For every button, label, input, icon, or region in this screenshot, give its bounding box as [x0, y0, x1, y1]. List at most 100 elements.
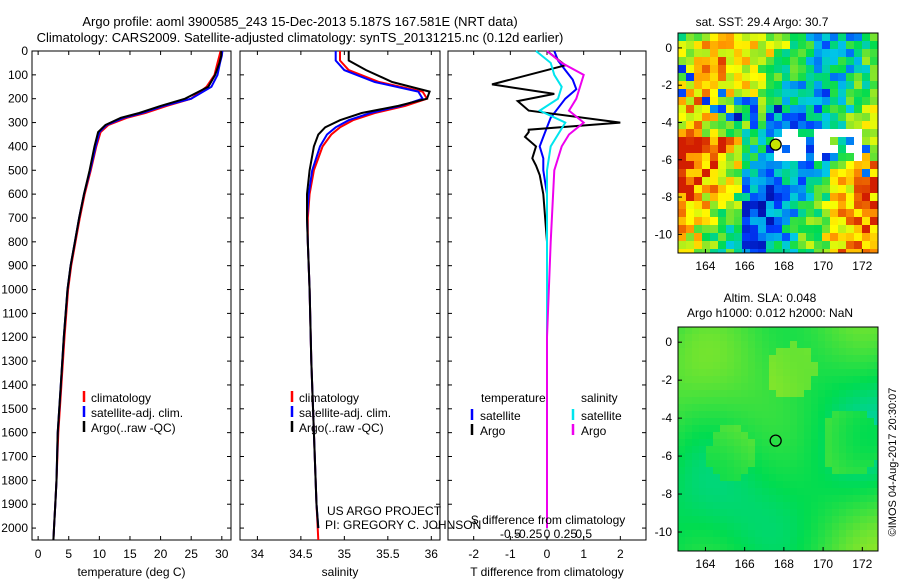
- map-cell: [832, 474, 839, 481]
- map-cell: [867, 467, 874, 474]
- map-cell: [811, 467, 818, 474]
- map-cell: [838, 217, 846, 225]
- map-cell: [678, 355, 685, 362]
- map-cell: [867, 509, 874, 516]
- map-cell: [798, 113, 806, 121]
- map-cell: [774, 65, 782, 73]
- map-cell: [686, 241, 694, 249]
- map-cell: [699, 404, 706, 411]
- map-cell: [839, 537, 846, 544]
- map-cell: [838, 249, 846, 253]
- map-cell: [806, 201, 814, 209]
- map-cell: [790, 97, 798, 105]
- map-cell: [774, 97, 782, 105]
- map-cell: [790, 225, 798, 233]
- map-cell: [860, 523, 867, 530]
- map-cell: [726, 73, 734, 81]
- map-cell: [755, 369, 762, 376]
- map-cell: [804, 348, 811, 355]
- map-cell: [692, 488, 699, 495]
- map-cell: [782, 89, 790, 97]
- map-cell: [755, 362, 762, 369]
- map-cell: [797, 411, 804, 418]
- map-cell: [797, 460, 804, 467]
- map-cell: [713, 390, 720, 397]
- map-cell: [862, 49, 870, 57]
- map-cell: [776, 502, 783, 509]
- map-cell: [867, 369, 874, 376]
- map-cell: [713, 383, 720, 390]
- map-cell: [766, 105, 774, 113]
- map-cell: [748, 341, 755, 348]
- legend-label: satellite: [480, 409, 521, 423]
- map-cell: [734, 185, 742, 193]
- map-cell: [814, 185, 822, 193]
- map-cell: [776, 376, 783, 383]
- map-cell: [874, 362, 878, 369]
- map-cell: [860, 453, 867, 460]
- map-cell: [727, 523, 734, 530]
- map-cell: [702, 185, 710, 193]
- map-cell: [713, 453, 720, 460]
- map-cell: [804, 502, 811, 509]
- map-cell: [846, 334, 853, 341]
- map-cell: [758, 113, 766, 121]
- map-cell: [720, 355, 727, 362]
- map-cell: [804, 495, 811, 502]
- map-cell: [685, 334, 692, 341]
- map-cell: [766, 89, 774, 97]
- map-cell: [814, 81, 822, 89]
- y-tick-label: 1800: [1, 473, 28, 487]
- map-cell: [818, 516, 825, 523]
- map-cell: [766, 161, 774, 169]
- map-cell: [838, 161, 846, 169]
- map-cell: [874, 530, 878, 537]
- map-cell: [860, 397, 867, 404]
- map-cell: [710, 57, 718, 65]
- map-cell: [797, 334, 804, 341]
- map-cell: [727, 502, 734, 509]
- map-cell: [720, 516, 727, 523]
- map-cell: [758, 209, 766, 217]
- map-cell: [822, 241, 830, 249]
- map-cell: [811, 502, 818, 509]
- map-cell: [748, 439, 755, 446]
- map-cell: [727, 460, 734, 467]
- map-cell: [838, 41, 846, 49]
- map-cell: [874, 341, 878, 348]
- map-cell: [822, 193, 830, 201]
- map-y-tick-label: 0: [665, 41, 672, 55]
- map-cell: [755, 509, 762, 516]
- map-cell: [860, 355, 867, 362]
- map-y-tick-label: -8: [661, 190, 672, 204]
- map-cell: [734, 137, 742, 145]
- map-cell: [678, 537, 685, 544]
- map-cell: [776, 530, 783, 537]
- map-cell: [790, 137, 798, 145]
- map-cell: [804, 516, 811, 523]
- map-cell: [814, 33, 822, 41]
- map-cell: [718, 57, 726, 65]
- map-cell: [718, 65, 726, 73]
- map-cell: [846, 474, 853, 481]
- map-cell: [727, 488, 734, 495]
- map-cell: [853, 453, 860, 460]
- map-cell: [699, 348, 706, 355]
- map-cell: [790, 348, 797, 355]
- map-cell: [685, 404, 692, 411]
- map-cell: [818, 537, 825, 544]
- map-cell: [776, 411, 783, 418]
- map-cell: [758, 33, 766, 41]
- map-cell: [798, 193, 806, 201]
- map-cell: [706, 327, 713, 334]
- map-cell: [766, 209, 774, 217]
- map-cell: [874, 355, 878, 362]
- map-cell: [822, 201, 830, 209]
- map-cell: [710, 65, 718, 73]
- map-cell: [814, 49, 822, 57]
- map-cell: [710, 73, 718, 81]
- map-cell: [797, 530, 804, 537]
- map-cell: [839, 544, 846, 551]
- map-cell: [706, 362, 713, 369]
- map-cell: [853, 390, 860, 397]
